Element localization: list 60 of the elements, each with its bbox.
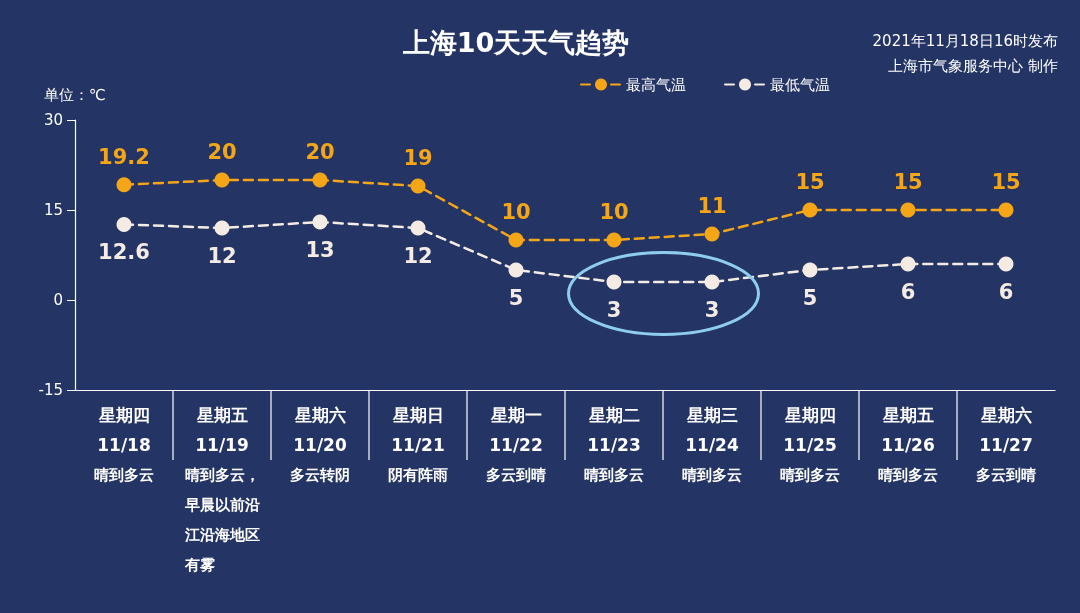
point — [802, 202, 818, 218]
data-label: 12 — [207, 244, 237, 268]
y-tick-label: 15 — [43, 201, 63, 219]
data-label: 6 — [900, 280, 916, 304]
point — [214, 220, 230, 236]
data-label: 20 — [305, 140, 335, 164]
x-tick-label: 星期五 11/26 晴到多云 — [878, 405, 938, 484]
point — [116, 216, 132, 232]
data-label: 5 — [508, 286, 524, 310]
point — [900, 202, 916, 218]
point — [704, 226, 720, 242]
data-label: 20 — [207, 140, 237, 164]
x-tick-label: 星期一 11/22 多云到晴 — [486, 405, 546, 484]
x-tick-label: 星期日 11/21 阴有阵雨 — [388, 405, 448, 484]
point — [214, 172, 230, 188]
data-label: 3 — [704, 298, 720, 322]
point — [606, 232, 622, 248]
text: 2021年11月18日16时发布 — [872, 31, 1058, 50]
data-label: 19.2 — [98, 144, 150, 169]
y-tick-label: 0 — [53, 291, 63, 309]
data-label: 10 — [501, 200, 531, 224]
x-tick-label: 星期六 11/27 多云到晴 — [976, 405, 1036, 484]
x-tick-label: 星期六 11/20 多云转阴 — [290, 405, 350, 484]
chart-title: 上海10天天气趋势 — [401, 27, 630, 58]
x-tick-label: 星期三 11/24 晴到多云 — [682, 405, 742, 484]
data-label: 5 — [802, 286, 818, 310]
data-label: 10 — [599, 200, 629, 224]
data-label: 12.6 — [98, 240, 150, 265]
point — [508, 262, 524, 278]
data-label: 15 — [991, 170, 1021, 194]
data-label: 12 — [403, 244, 433, 268]
point — [312, 172, 328, 188]
point — [606, 274, 622, 290]
x-tick-label: 星期四 11/25 晴到多云 — [780, 405, 840, 484]
point — [312, 214, 328, 230]
data-label: 15 — [795, 170, 825, 194]
point — [410, 178, 426, 194]
data-label: 13 — [305, 238, 335, 262]
point — [900, 256, 916, 272]
legend-label: 最低气温 — [770, 75, 830, 94]
data-label: 3 — [606, 298, 622, 322]
y-tick-label: -15 — [38, 381, 63, 399]
x-tick-label: 星期五 11/19 晴到多云，早晨以前沿江沿海地区有雾 — [183, 405, 260, 574]
data-label: 11 — [697, 194, 727, 218]
data-label: 15 — [893, 170, 923, 194]
data-label: 6 — [998, 280, 1014, 304]
point — [116, 177, 132, 193]
data-label: 19 — [403, 146, 433, 170]
legend-label: 最高气温 — [626, 75, 686, 94]
point — [410, 220, 426, 236]
point — [802, 262, 818, 278]
point — [998, 256, 1014, 272]
x-tick-label: 星期二 11/23 晴到多云 — [584, 405, 644, 484]
y-axis-title: 单位：℃ — [44, 85, 106, 104]
point — [508, 232, 524, 248]
text: 上海市气象服务中心 制作 — [888, 56, 1058, 75]
y-tick-label: 30 — [43, 111, 63, 129]
point — [998, 202, 1014, 218]
point — [704, 274, 720, 290]
x-tick-label: 星期四 11/18 晴到多云 — [94, 405, 154, 484]
